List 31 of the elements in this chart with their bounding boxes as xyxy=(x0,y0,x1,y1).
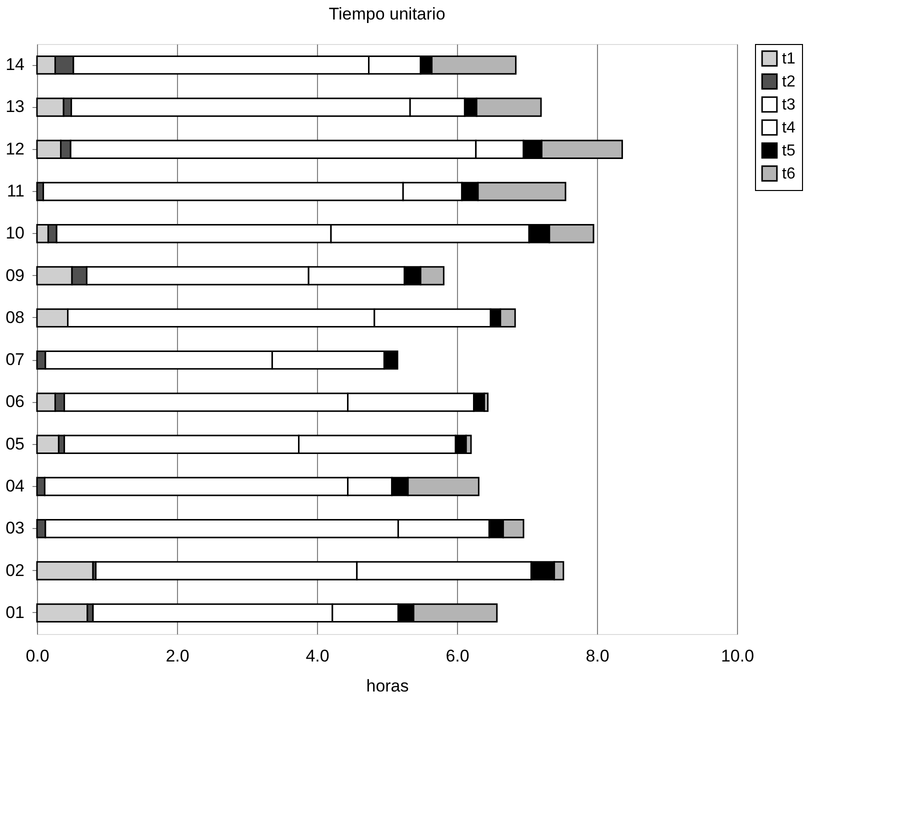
x-tick-label: 8.0 xyxy=(586,646,610,666)
y-tick-label: 12 xyxy=(6,139,24,158)
chart-title: Tiempo unitario xyxy=(328,4,446,24)
y-tick-label: 06 xyxy=(6,392,24,412)
legend-label: t4 xyxy=(782,120,796,136)
legend-label: t2 xyxy=(782,74,796,90)
y-tick-label: 04 xyxy=(6,476,24,496)
legend-label: t5 xyxy=(782,142,796,160)
bar xyxy=(36,603,88,623)
x-tick-label: 4.0 xyxy=(306,646,330,666)
y-tick-label: 14 xyxy=(6,55,24,74)
y-tick-label: 09 xyxy=(6,266,24,285)
y-tick-label: 11 xyxy=(6,182,24,200)
bar xyxy=(36,561,94,580)
x-tick-label: 10.0 xyxy=(720,646,754,666)
y-tick-label: 10 xyxy=(6,224,24,243)
legend-label: t6 xyxy=(782,166,796,182)
x-tick-label: 2.0 xyxy=(166,646,190,666)
y-tick-label: 13 xyxy=(6,97,24,116)
x-tick-label: 6.0 xyxy=(446,646,470,666)
x-axis-title: horas xyxy=(366,676,409,696)
y-tick-label: 05 xyxy=(6,434,24,454)
x-tick-label: 0.0 xyxy=(26,646,50,666)
legend-label: t3 xyxy=(782,96,796,114)
legend-label: t1 xyxy=(782,50,796,68)
y-tick-label: 02 xyxy=(6,560,24,580)
y-tick-label: 08 xyxy=(6,308,24,327)
y-tick-label: 01 xyxy=(6,602,24,622)
y-tick-label: 07 xyxy=(6,350,24,370)
y-tick-label: 03 xyxy=(6,518,24,538)
bar xyxy=(36,434,60,454)
